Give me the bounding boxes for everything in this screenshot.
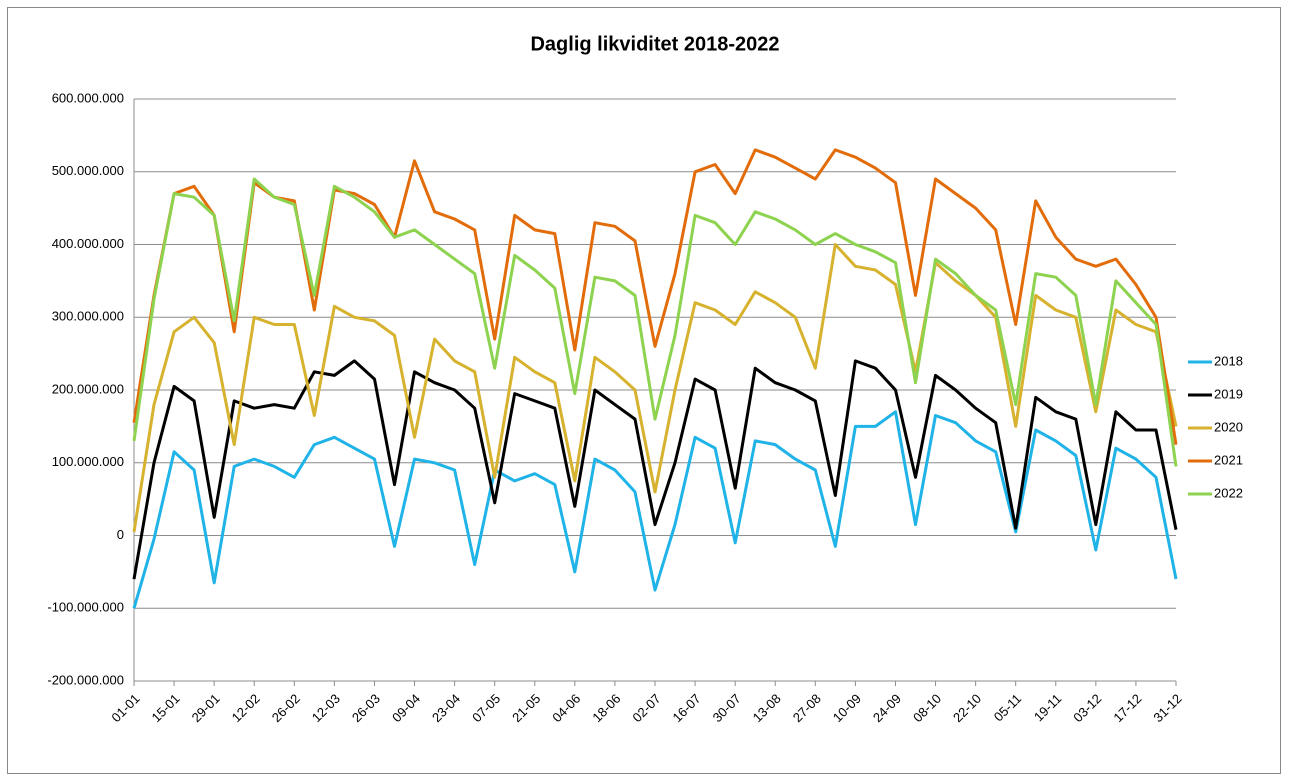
y-tick-label: 500.000.000 <box>52 163 124 178</box>
y-tick-label: 200.000.000 <box>52 381 124 396</box>
y-tick-label: 400.000.000 <box>52 236 124 251</box>
legend-label: 2018 <box>1214 353 1243 368</box>
line-series <box>132 410 1178 609</box>
legend-label: 2020 <box>1214 419 1243 434</box>
legend-label: 2022 <box>1214 485 1243 500</box>
y-tick-label: -200.000.000 <box>47 672 124 687</box>
y-tick-label: 600.000.000 <box>52 90 124 105</box>
line-series <box>132 243 1178 533</box>
line-series <box>132 177 1178 467</box>
legend-label: 2019 <box>1214 386 1243 401</box>
y-tick-label: 300.000.000 <box>52 309 124 324</box>
line-series <box>132 148 1178 445</box>
y-tick-label: 100.000.000 <box>52 454 124 469</box>
y-tick-label: 0 <box>117 527 124 542</box>
legend-label: 2021 <box>1214 452 1243 467</box>
y-tick-label: -100.000.000 <box>47 600 124 615</box>
chart-title: Daglig likviditet 2018-2022 <box>530 33 779 55</box>
